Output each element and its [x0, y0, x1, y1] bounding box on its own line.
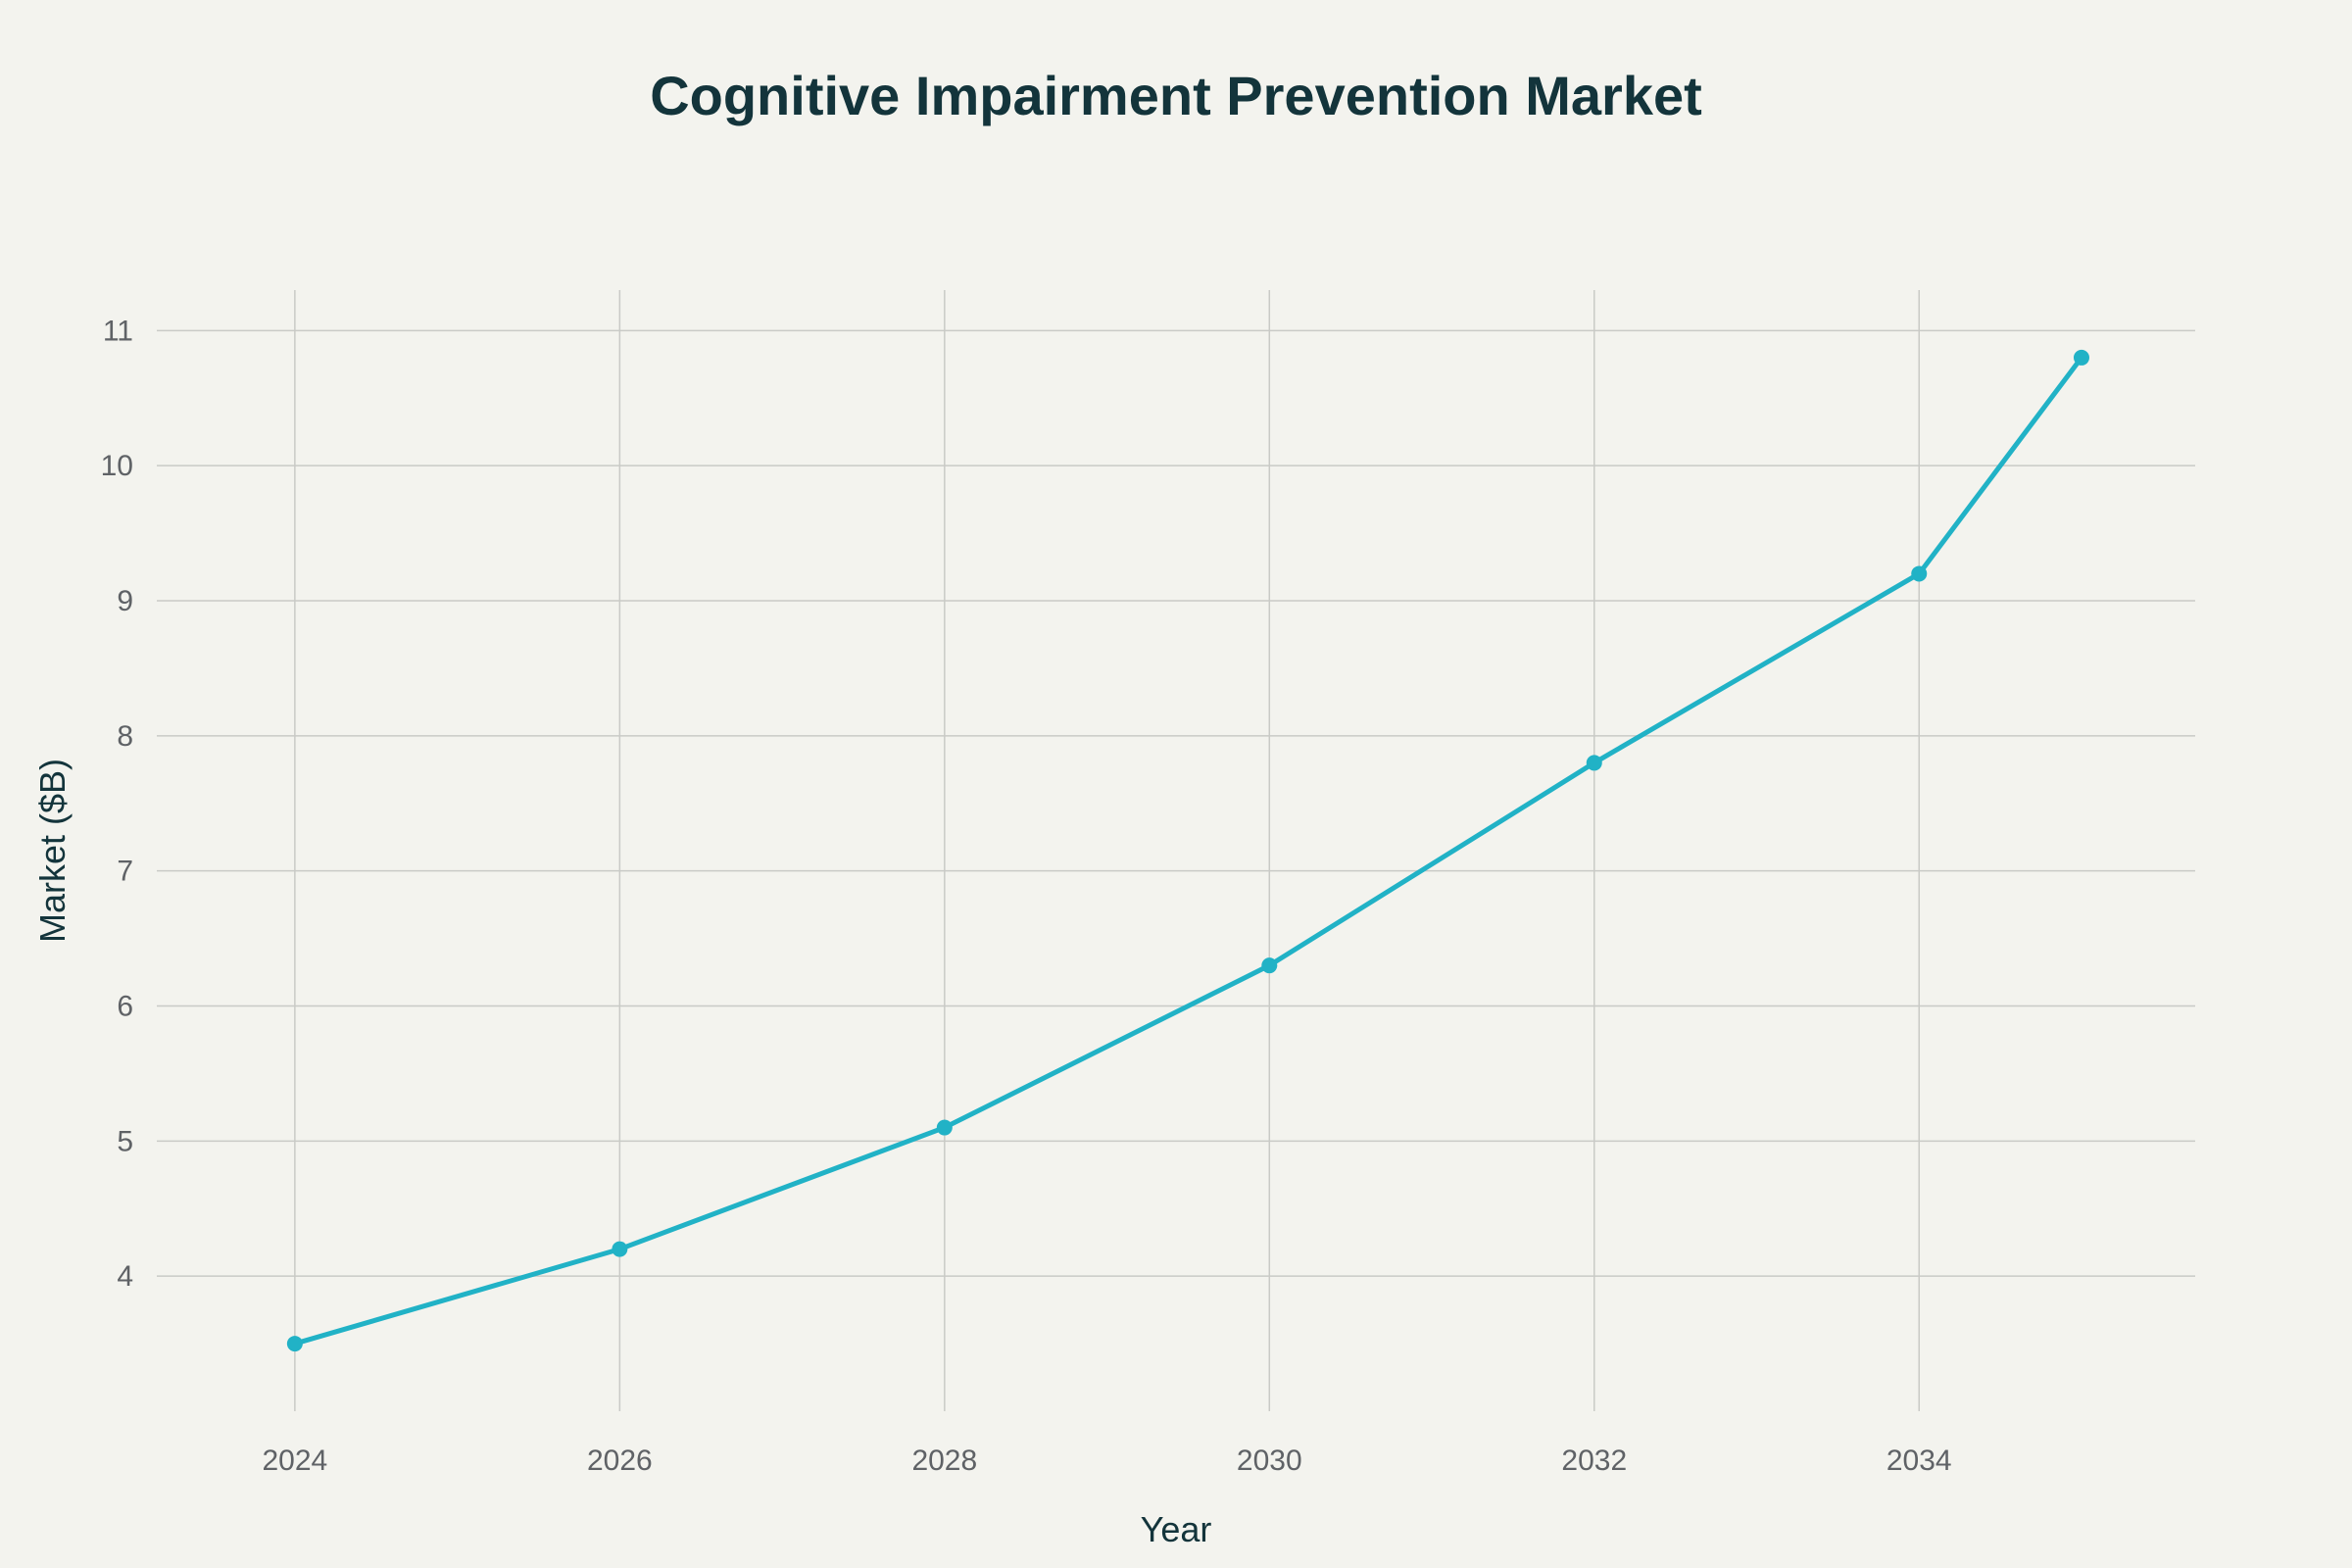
x-axis-ticks: 2024 2026 2028 2030 2032 2034 — [263, 1445, 1952, 1477]
y-tick-label: 6 — [117, 991, 133, 1023]
chart-title: Cognitive Impairment Prevention Market — [650, 65, 1702, 126]
data-point[interactable] — [1911, 565, 1928, 582]
x-tick-label: 2024 — [263, 1445, 328, 1477]
y-tick-label: 10 — [101, 450, 133, 482]
data-point[interactable] — [936, 1119, 953, 1136]
data-point[interactable] — [1586, 755, 1602, 771]
x-tick-label: 2028 — [911, 1445, 977, 1477]
series-layer — [286, 349, 2089, 1352]
grid — [157, 290, 2195, 1411]
x-tick-label: 2030 — [1237, 1445, 1302, 1477]
y-tick-label: 7 — [117, 856, 133, 888]
x-tick-label: 2034 — [1886, 1445, 1952, 1477]
data-point[interactable] — [2073, 349, 2089, 366]
x-axis-title: Year — [1141, 1509, 1212, 1549]
y-tick-label: 9 — [117, 585, 133, 617]
x-tick-label: 2032 — [1561, 1445, 1627, 1477]
y-tick-label: 11 — [103, 315, 133, 347]
y-axis-title: Market ($B) — [32, 759, 73, 943]
x-tick-label: 2026 — [587, 1445, 653, 1477]
data-point[interactable] — [1261, 957, 1278, 974]
data-point[interactable] — [612, 1241, 628, 1257]
y-tick-label: 8 — [117, 720, 133, 753]
y-tick-label: 4 — [117, 1260, 133, 1293]
y-axis-ticks: 4 5 6 7 8 9 10 11 — [101, 315, 133, 1293]
data-point[interactable] — [286, 1336, 303, 1352]
y-tick-label: 5 — [117, 1125, 133, 1157]
series-line — [292, 355, 2084, 1347]
